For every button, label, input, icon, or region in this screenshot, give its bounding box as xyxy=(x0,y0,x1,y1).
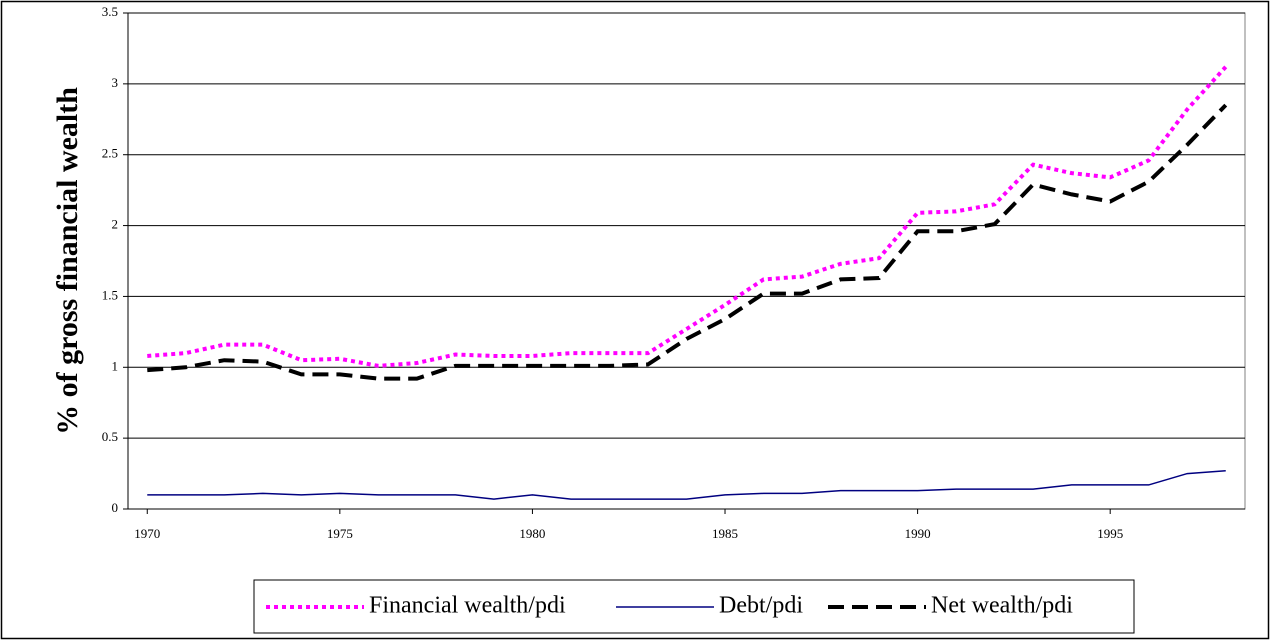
line-series xyxy=(147,103,1228,381)
legend-label: Debt/pdi xyxy=(719,593,803,619)
y-tick-label: 3 xyxy=(112,75,119,90)
y-tick-label: 0.5 xyxy=(102,429,118,444)
line-series xyxy=(147,469,1226,500)
x-tick-label: 1975 xyxy=(327,526,353,541)
y-tick-label: 2 xyxy=(112,217,119,232)
legend-label: Net wealth/pdi xyxy=(931,593,1073,619)
x-tick-label: 1990 xyxy=(905,526,931,541)
y-tick-label: 2.5 xyxy=(102,146,118,161)
x-tick-label: 1985 xyxy=(712,526,738,541)
y-tick-label: 0 xyxy=(112,500,119,515)
plot-area xyxy=(127,12,1246,510)
y-tick-label: 3.5 xyxy=(102,4,118,19)
x-tick-label: 1995 xyxy=(1097,526,1123,541)
line-series xyxy=(147,65,1228,368)
y-tick-label: 1 xyxy=(112,358,119,373)
y-tick-label: 1.5 xyxy=(102,287,118,302)
legend-label: Financial wealth/pdi xyxy=(369,593,566,619)
y-axis-label: % of gross financial wealth xyxy=(51,87,84,435)
x-tick-label: 1980 xyxy=(519,526,545,541)
x-tick-label: 1970 xyxy=(134,526,160,541)
